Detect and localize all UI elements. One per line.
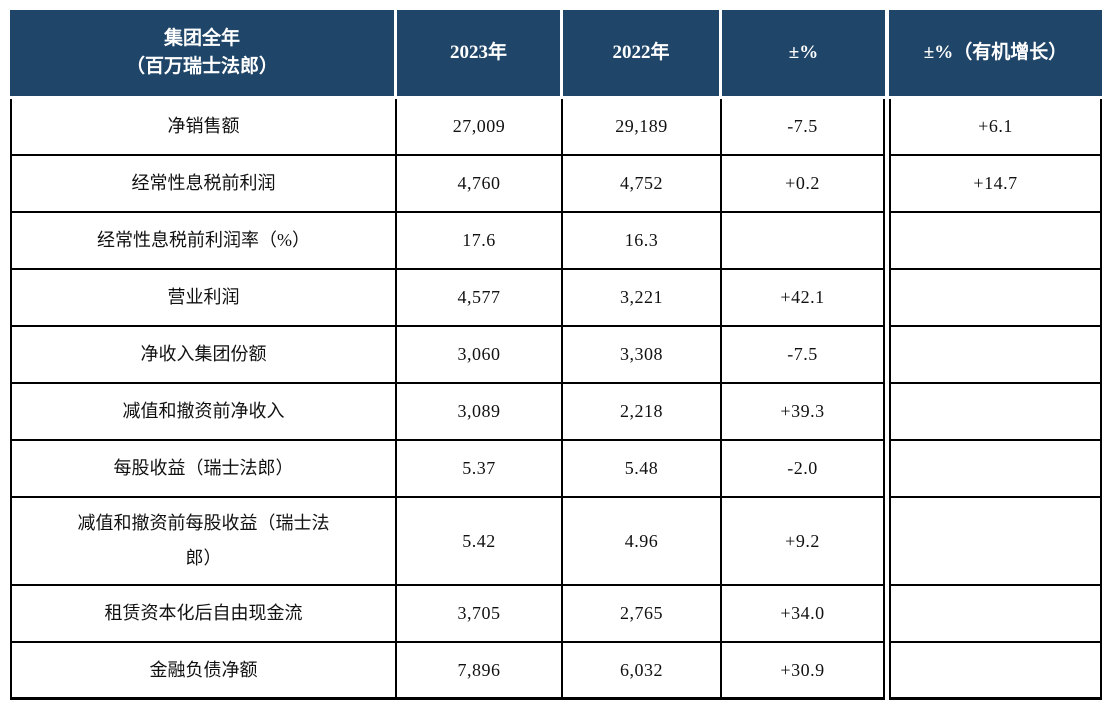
header-group-title: 集团全年 （百万瑞士法郎） bbox=[10, 10, 397, 99]
cell-label: 净销售额 bbox=[10, 99, 397, 156]
cell-2023: 3,089 bbox=[397, 384, 563, 441]
cell-change: +42.1 bbox=[722, 270, 885, 327]
column-gap bbox=[885, 10, 889, 99]
cell-label: 租赁资本化后自由现金流 bbox=[10, 586, 397, 644]
cell-label: 每股收益（瑞士法郎） bbox=[10, 441, 397, 498]
column-gap bbox=[885, 156, 889, 213]
cell-organic bbox=[889, 213, 1102, 270]
cell-change: +30.9 bbox=[722, 643, 885, 701]
table-header-row: 集团全年 （百万瑞士法郎） 2023年 2022年 ±% ±%（有机增长） bbox=[10, 10, 1102, 99]
table-row: 经常性息税前利润 4,760 4,752 +0.2 +14.7 bbox=[10, 156, 1102, 213]
cell-label: 金融负债净额 bbox=[10, 643, 397, 701]
cell-2022: 16.3 bbox=[563, 213, 722, 270]
cell-2022: 6,032 bbox=[563, 643, 722, 701]
cell-2023: 3,060 bbox=[397, 327, 563, 384]
cell-2023: 7,896 bbox=[397, 643, 563, 701]
cell-2022: 4.96 bbox=[563, 498, 722, 587]
cell-change: +9.2 bbox=[722, 498, 885, 587]
cell-change: +34.0 bbox=[722, 586, 885, 644]
cell-2022: 3,221 bbox=[563, 270, 722, 327]
table-row: 净收入集团份额 3,060 3,308 -7.5 bbox=[10, 327, 1102, 384]
cell-label: 经常性息税前利润 bbox=[10, 156, 397, 213]
cell-label: 营业利润 bbox=[10, 270, 397, 327]
cell-organic bbox=[889, 327, 1102, 384]
cell-organic bbox=[889, 270, 1102, 327]
cell-change: +0.2 bbox=[722, 156, 885, 213]
column-gap bbox=[885, 643, 889, 701]
column-gap bbox=[885, 270, 889, 327]
table-row: 金融负债净额 7,896 6,032 +30.9 bbox=[10, 643, 1102, 701]
cell-label: 经常性息税前利润率（%） bbox=[10, 213, 397, 270]
cell-organic: +6.1 bbox=[889, 99, 1102, 156]
header-organic-growth: ±%（有机增长） bbox=[889, 10, 1102, 99]
cell-2023: 4,760 bbox=[397, 156, 563, 213]
cell-change: -7.5 bbox=[722, 327, 885, 384]
cell-organic bbox=[889, 643, 1102, 701]
cell-2022: 4,752 bbox=[563, 156, 722, 213]
cell-change: +39.3 bbox=[722, 384, 885, 441]
column-gap bbox=[885, 327, 889, 384]
table-row: 减值和撤资前净收入 3,089 2,218 +39.3 bbox=[10, 384, 1102, 441]
header-change-pct: ±% bbox=[722, 10, 885, 99]
cell-2023: 4,577 bbox=[397, 270, 563, 327]
table-row: 营业利润 4,577 3,221 +42.1 bbox=[10, 270, 1102, 327]
table-row: 减值和撤资前每股收益（瑞士法郎） 5.42 4.96 +9.2 bbox=[10, 498, 1102, 587]
cell-organic bbox=[889, 498, 1102, 587]
column-gap bbox=[885, 213, 889, 270]
cell-2023: 3,705 bbox=[397, 586, 563, 644]
cell-organic: +14.7 bbox=[889, 156, 1102, 213]
column-gap bbox=[885, 99, 889, 156]
cell-2022: 29,189 bbox=[563, 99, 722, 156]
cell-2023: 27,009 bbox=[397, 99, 563, 156]
table-row: 每股收益（瑞士法郎） 5.37 5.48 -2.0 bbox=[10, 441, 1102, 498]
header-2022: 2022年 bbox=[563, 10, 722, 99]
column-gap bbox=[885, 498, 889, 587]
cell-2022: 2,218 bbox=[563, 384, 722, 441]
header-group-title-line2: （百万瑞士法郎） bbox=[125, 56, 278, 77]
financial-summary-table: 集团全年 （百万瑞士法郎） 2023年 2022年 ±% ±%（有机增长） 净销… bbox=[10, 10, 1102, 701]
cell-label: 净收入集团份额 bbox=[10, 327, 397, 384]
cell-organic bbox=[889, 384, 1102, 441]
cell-label: 减值和撤资前净收入 bbox=[10, 384, 397, 441]
cell-2022: 2,765 bbox=[563, 586, 722, 644]
cell-2023: 17.6 bbox=[397, 213, 563, 270]
column-gap bbox=[885, 586, 889, 644]
cell-change: -7.5 bbox=[722, 99, 885, 156]
cell-organic bbox=[889, 586, 1102, 644]
cell-2022: 3,308 bbox=[563, 327, 722, 384]
table-row: 经常性息税前利润率（%） 17.6 16.3 bbox=[10, 213, 1102, 270]
column-gap bbox=[885, 441, 889, 498]
column-gap bbox=[885, 384, 889, 441]
cell-change: -2.0 bbox=[722, 441, 885, 498]
header-2023: 2023年 bbox=[397, 10, 563, 99]
header-group-title-line1: 集团全年 bbox=[163, 28, 240, 50]
cell-label: 减值和撤资前每股收益（瑞士法郎） bbox=[10, 498, 397, 587]
table-row: 净销售额 27,009 29,189 -7.5 +6.1 bbox=[10, 99, 1102, 156]
cell-change bbox=[722, 213, 885, 270]
table-row: 租赁资本化后自由现金流 3,705 2,765 +34.0 bbox=[10, 586, 1102, 644]
cell-organic bbox=[889, 441, 1102, 498]
cell-2023: 5.37 bbox=[397, 441, 563, 498]
cell-2023: 5.42 bbox=[397, 498, 563, 587]
cell-2022: 5.48 bbox=[563, 441, 722, 498]
